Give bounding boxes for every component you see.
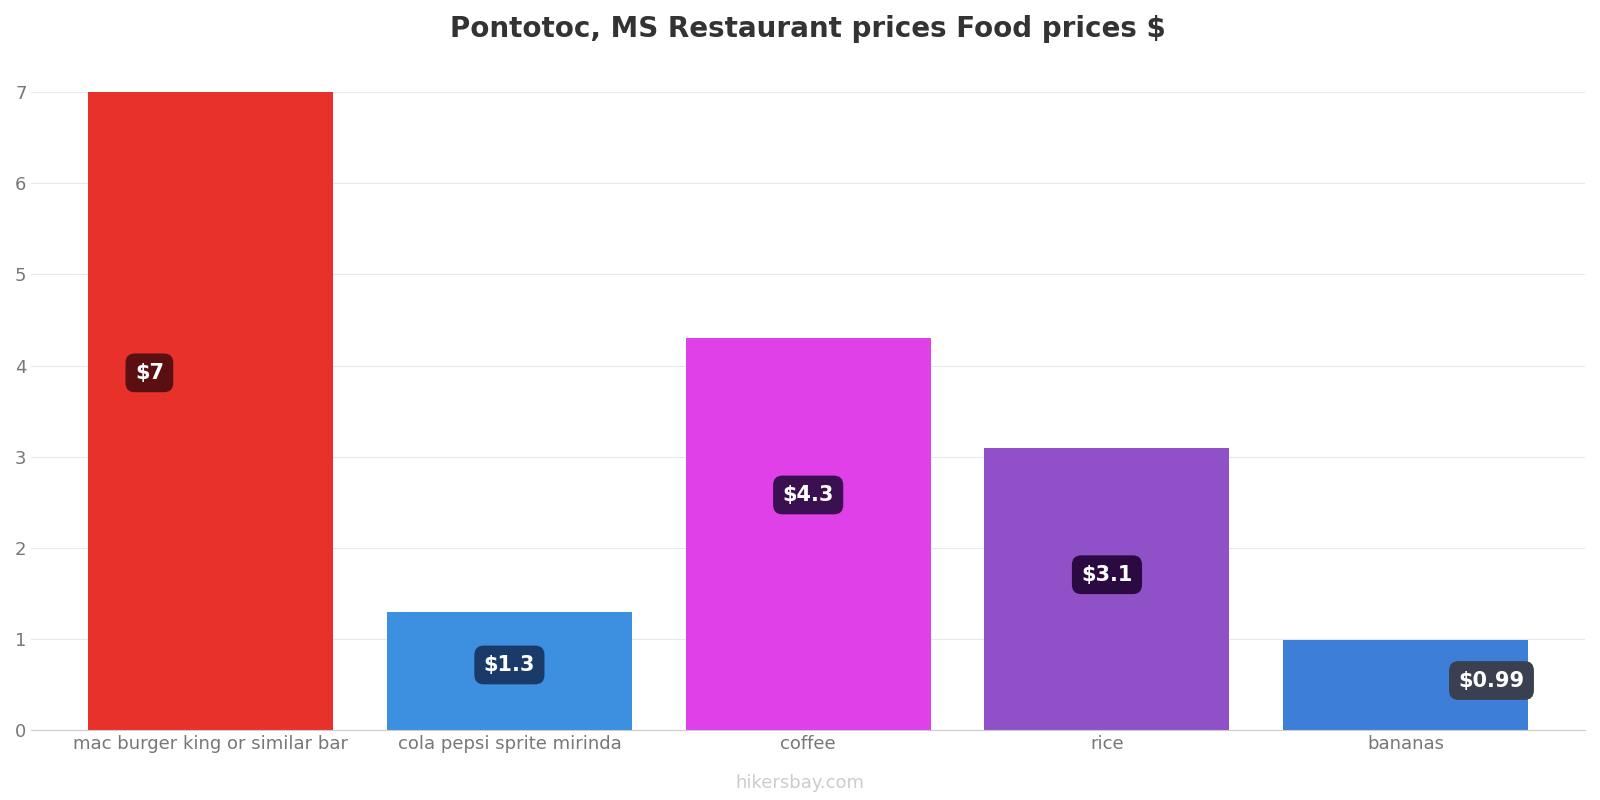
Text: $7: $7	[134, 363, 163, 383]
Bar	[387, 612, 632, 730]
Text: hikersbay.com: hikersbay.com	[736, 774, 864, 792]
Bar	[984, 447, 1229, 730]
Text: $1.3: $1.3	[483, 655, 534, 675]
Title: Pontotoc, MS Restaurant prices Food prices $: Pontotoc, MS Restaurant prices Food pric…	[450, 15, 1166, 43]
Text: $4.3: $4.3	[782, 485, 834, 505]
Text: $3.1: $3.1	[1082, 565, 1133, 585]
Bar	[686, 338, 931, 730]
Bar	[88, 92, 333, 730]
Bar	[1283, 640, 1528, 730]
Text: $0.99: $0.99	[1459, 670, 1525, 690]
